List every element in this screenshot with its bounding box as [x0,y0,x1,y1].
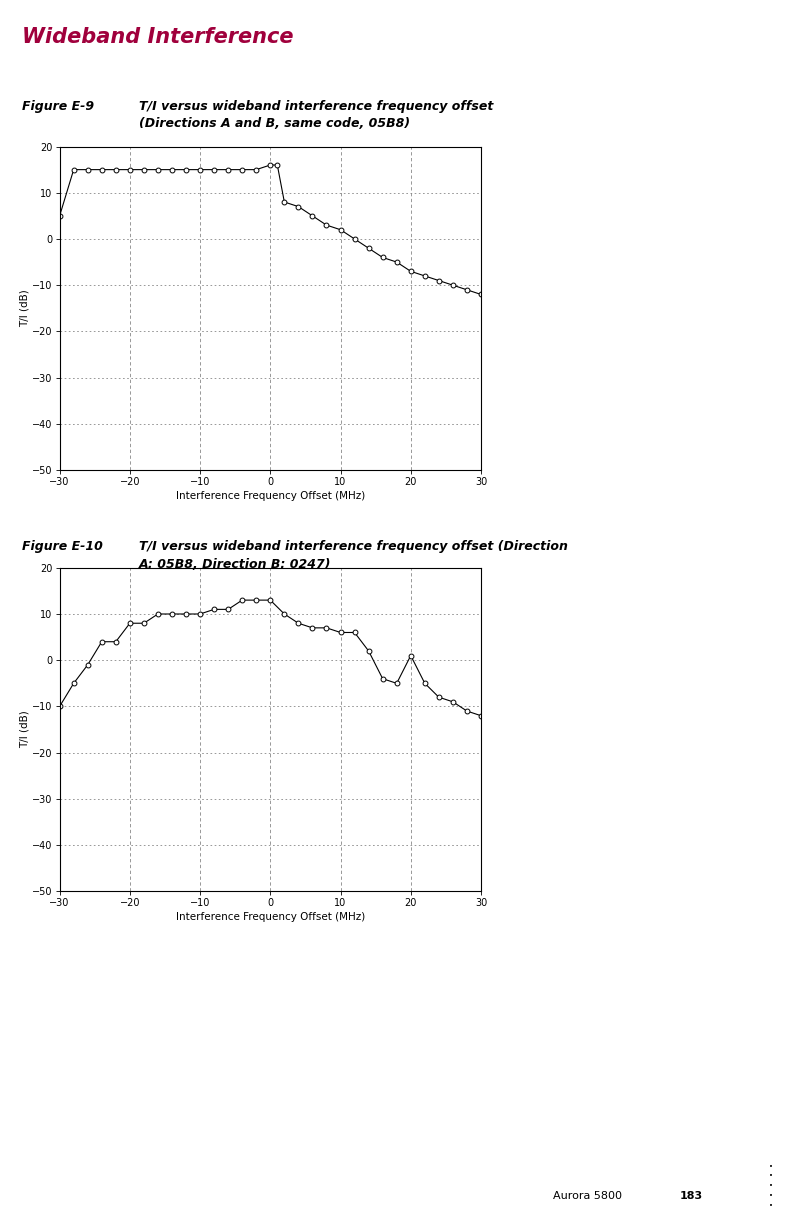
Y-axis label: T/I (dB): T/I (dB) [19,711,29,748]
Text: T/I versus wideband interference frequency offset: T/I versus wideband interference frequen… [139,100,494,114]
Text: •: • [769,1203,774,1209]
Y-axis label: T/I (dB): T/I (dB) [19,289,29,327]
Text: Figure E-10: Figure E-10 [22,540,103,553]
Text: A: 05B8, Direction B: 0247): A: 05B8, Direction B: 0247) [139,558,332,571]
Text: T/I versus wideband interference frequency offset (Direction: T/I versus wideband interference frequen… [139,540,568,553]
Text: Wideband Interference: Wideband Interference [22,27,294,46]
Text: 183: 183 [680,1192,703,1201]
Text: (Directions A and B, same code, 05B8): (Directions A and B, same code, 05B8) [139,117,410,131]
X-axis label: Interference Frequency Offset (MHz): Interference Frequency Offset (MHz) [176,491,365,501]
Text: •: • [769,1183,774,1189]
Text: Aurora 5800: Aurora 5800 [553,1192,622,1201]
Text: •: • [769,1173,774,1179]
Text: •: • [769,1193,774,1199]
Text: •: • [769,1164,774,1170]
X-axis label: Interference Frequency Offset (MHz): Interference Frequency Offset (MHz) [176,912,365,922]
Text: Figure E-9: Figure E-9 [22,100,95,114]
